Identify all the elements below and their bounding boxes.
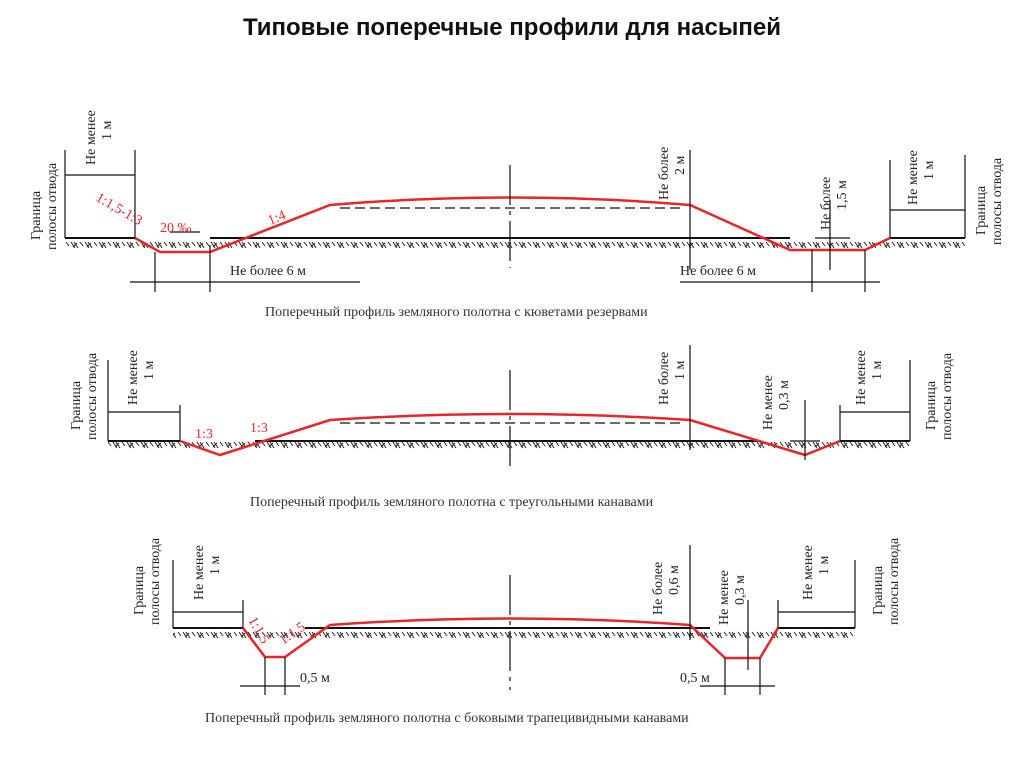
slope-outer-label: 1:1,5-1:3 [93,190,145,228]
boundary-label-left-2: полосы отвода [85,352,100,440]
bottom-left-label: 0,5 м [300,671,330,686]
boundary-label-left: Граница [29,190,44,240]
width-right-label: Не более 6 м [680,264,756,279]
right-min-label: Не менее [801,545,816,600]
width-left-label: Не более 6 м [230,264,306,279]
depth-max-label: Не более [819,177,834,230]
left-min-label: Не менее [84,110,99,165]
depth-max-label-2: 1,5 м [835,180,850,210]
boundary-label-left-2: полосы отвода [148,537,163,625]
boundary-label-right: Граница [871,565,886,615]
right-min-label: Не менее [906,150,921,205]
left-min-label-2: 1 м [142,361,157,381]
boundary-label-left-2: полосы отвода [45,162,60,250]
right-min-label: Не менее [854,350,869,405]
height-max-label: Не более [657,147,672,200]
boundary-label-right: Граница [974,185,989,235]
boundary-lines [172,560,856,628]
height-max-label-2: 1 м [673,361,688,381]
boundary-lines [64,150,966,238]
boundary-label-right: Граница [924,380,939,430]
profile-2-caption: Поперечный профиль земляного полотна с т… [250,495,654,510]
left-min-label: Не менее [126,350,141,405]
slope-inner-label: 1:3 [250,421,268,436]
boundary-label-right-2: полосы отвода [940,352,955,440]
left-min-label-2: 1 м [208,556,223,576]
height-max-label: Не более [657,352,672,405]
profile-1-caption: Поперечный профиль земляного полотна с к… [265,305,648,320]
right-min-label-2: 1 м [817,556,832,576]
right-min-label-2: 1 м [922,161,937,181]
depth-min-label-2: 0,3 м [777,380,792,410]
min-width-dimension [65,174,965,211]
soil-hatching [108,442,910,451]
profile-3-trapezoidal-ditches: Граница полосы отвода Не менее 1 м 1:1,5 1… [132,537,902,726]
height-max-label: Не более [651,562,666,615]
depth-min-label: Не менее [761,375,776,430]
soil-hatching [65,239,965,248]
bottom-right-label: 0,5 м [680,671,710,686]
depth-min-label-2: 0,3 м [733,575,748,605]
dimension-lines [689,345,820,460]
depth-min-label: Не менее [717,570,732,625]
boundary-label-right-2: полосы отвода [990,157,1005,245]
boundary-lines [107,360,911,441]
boundary-label-left: Граница [69,380,84,430]
page-title: Типовые поперечные профили для насыпей [243,14,781,41]
height-max-label-2: 0,6 м [667,565,682,595]
left-min-label: Не менее [192,545,207,600]
slope-inner-label: 1:4 [266,208,288,229]
embankment-outline [179,412,841,457]
boundary-label-right-2: полосы отвода [887,537,902,625]
left-min-label-2: 1 м [100,121,115,141]
soil-hatching [173,629,855,638]
gradient-label: 20 ‰ [160,221,192,236]
slope-outer-label: 1:3 [195,427,213,442]
dimension-lines [130,150,880,292]
right-min-label-2: 1 м [870,361,885,381]
dimension-lines [240,545,775,695]
embankment-outline [242,617,780,660]
profile-2-triangular-ditches: Граница полосы отвода Не менее 1 м 1:3 1:3… [69,345,955,510]
profile-1-reserve-ditches: Граница полосы отвода Не менее 1 м 1:1,5-1… [29,110,1005,320]
height-max-label-2: 2 м [673,156,688,176]
boundary-label-left: Граница [132,565,147,615]
profile-3-caption: Поперечный профиль земляного полотна с б… [205,711,689,726]
